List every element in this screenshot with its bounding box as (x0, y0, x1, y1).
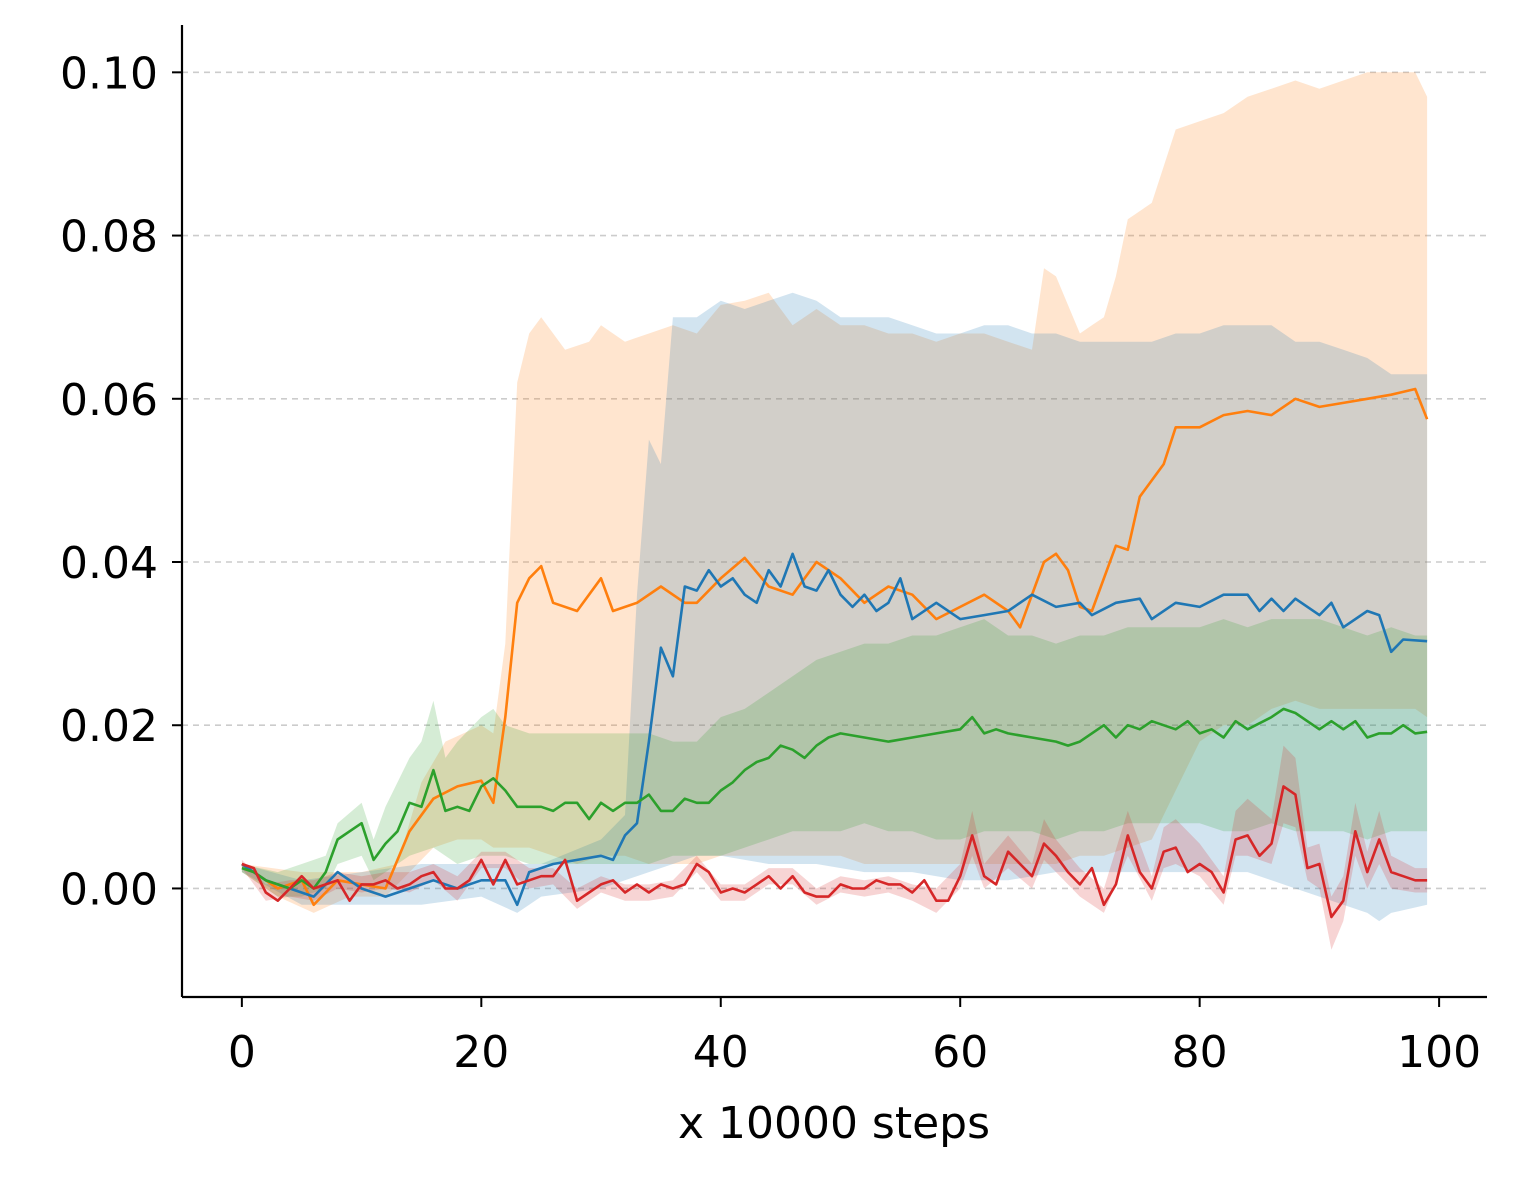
x-tick-label-4: 80 (1172, 1027, 1228, 1078)
x-tick-label-2: 40 (693, 1027, 749, 1078)
band-series-2 (241, 619, 1428, 897)
y-tick-label-0: 0.00 (60, 864, 158, 915)
line-series-2 (241, 707, 1428, 890)
line-series-1 (241, 552, 1428, 907)
line-series-0 (241, 387, 1429, 907)
x-tick-label-5: 100 (1397, 1027, 1481, 1078)
y-ticks: 0.00 0.02 0.04 0.06 0.08 0.10 (60, 48, 182, 915)
y-tick-label-4: 0.08 (60, 212, 158, 263)
y-tick-label-3: 0.06 (60, 375, 158, 426)
x-ticks: 0 20 40 60 80 100 (228, 997, 1481, 1078)
y-tick-label-1: 0.02 (60, 701, 158, 752)
gridlines (182, 71, 1487, 890)
x-tick-label-3: 60 (932, 1027, 988, 1078)
x-axis-title: x 10000 steps (678, 1098, 990, 1149)
y-tick-label-2: 0.04 (60, 538, 158, 589)
x-tick-label-0: 0 (228, 1027, 256, 1078)
axes (180, 25, 1487, 999)
band-series-0 (241, 72, 1428, 913)
series-lines (241, 387, 1429, 919)
confidence-bands (241, 72, 1428, 950)
band-series-3 (241, 745, 1428, 950)
y-tick-label-5: 0.10 (60, 48, 158, 99)
band-series-1 (241, 292, 1428, 922)
line-series-3 (241, 785, 1428, 919)
x-tick-label-1: 20 (453, 1027, 509, 1078)
